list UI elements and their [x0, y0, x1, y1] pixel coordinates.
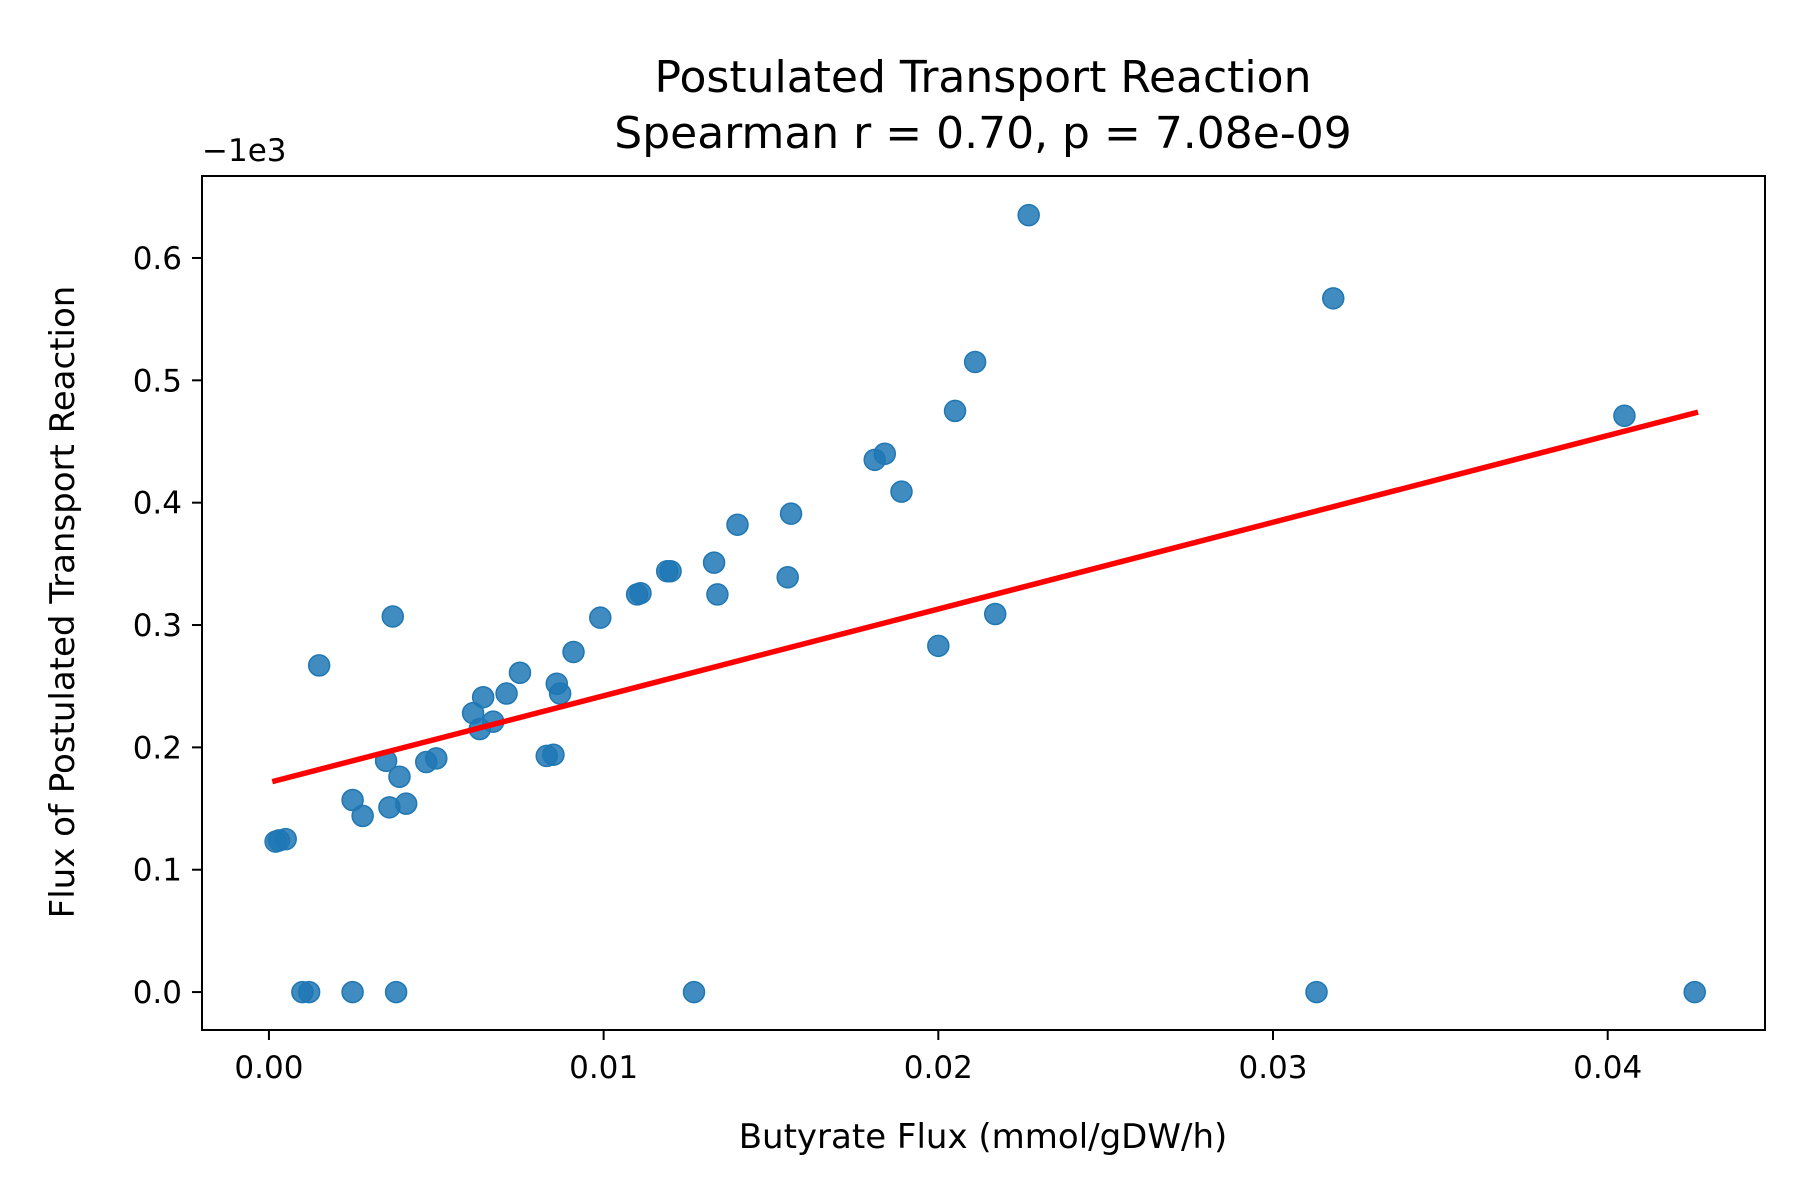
data-point — [425, 747, 448, 770]
y-tick-label: 0.0 — [133, 975, 182, 1011]
data-point — [471, 685, 495, 709]
data-point — [548, 682, 572, 705]
data-point — [1017, 203, 1040, 227]
data-point — [943, 399, 967, 423]
data-point — [508, 661, 532, 684]
data-point — [1305, 980, 1328, 1004]
data-point — [384, 980, 408, 1004]
data-point — [589, 606, 612, 629]
y-tick-label: 0.6 — [133, 241, 182, 277]
data-point — [562, 640, 585, 664]
y-axis-label: Flux of Postulated Transport Reaction — [43, 286, 83, 919]
data-point — [702, 551, 726, 574]
data-point — [542, 743, 565, 766]
x-tick-label: 0.03 — [1238, 1050, 1307, 1086]
data-point — [341, 788, 364, 812]
data-point — [776, 566, 799, 589]
data-point — [394, 792, 418, 815]
data-point — [274, 827, 297, 851]
data-point — [983, 602, 1007, 626]
data-point — [1683, 980, 1706, 1004]
data-point — [341, 980, 364, 1004]
chart-title: Postulated Transport Reaction — [655, 52, 1312, 103]
x-axis-label: Butyrate Flux (mmol/gDW/h) — [739, 1117, 1228, 1157]
data-point — [381, 605, 405, 628]
y-tick-label: 0.1 — [133, 853, 182, 889]
data-point — [1613, 404, 1636, 428]
plot-area: 0.00 0.01 0.02 0.03 0.04 0.0 0.1 0.2 0.3 0.4 0.5 0.… — [133, 175, 1766, 1086]
x-tick-label: 0.01 — [569, 1050, 638, 1086]
fit-line — [271, 409, 1699, 785]
data-point — [682, 980, 706, 1004]
data-point — [726, 513, 749, 536]
data-point — [495, 682, 518, 705]
axes-frame — [201, 175, 1766, 1031]
chart-subtitle: Spearman r = 0.70, p = 7.08e-09 — [614, 108, 1351, 159]
y-tick-label: 0.2 — [133, 730, 182, 766]
data-point — [307, 654, 331, 677]
y-tick-label: 0.3 — [133, 608, 182, 644]
x-tick-label: 0.00 — [234, 1050, 303, 1086]
data-point — [890, 480, 913, 503]
y-axis-offset-label: −1e3 — [202, 133, 287, 169]
data-point — [963, 350, 987, 374]
data-point — [659, 559, 682, 583]
y-tick-label: 0.5 — [133, 363, 182, 399]
y-tick-label: 0.4 — [133, 486, 182, 522]
data-point — [706, 583, 729, 606]
data-point — [779, 502, 803, 525]
data-point — [297, 980, 321, 1004]
data-point — [1322, 287, 1345, 310]
data-point — [388, 765, 411, 788]
data-point — [873, 442, 897, 465]
data-point — [629, 581, 652, 605]
data-point — [351, 804, 374, 828]
x-tick-label: 0.04 — [1573, 1050, 1642, 1086]
x-tick-label: 0.02 — [904, 1050, 973, 1086]
data-point — [927, 634, 950, 658]
